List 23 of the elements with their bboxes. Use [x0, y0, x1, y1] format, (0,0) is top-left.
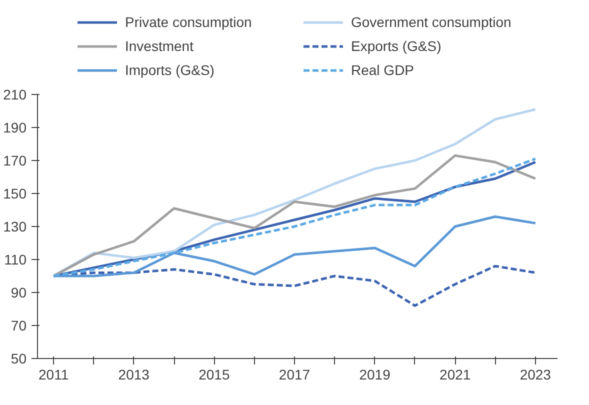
- y-tick-label: 190: [3, 120, 27, 136]
- y-tick-label: 150: [3, 186, 27, 202]
- line-series: [52, 215, 537, 278]
- legend-label: Private consumption: [125, 14, 253, 30]
- x-tick-label: 2013: [118, 366, 150, 382]
- legend-label: Real GDP: [351, 62, 416, 78]
- y-tick-label: 210: [3, 86, 27, 102]
- y-tick-label: 70: [10, 318, 27, 334]
- x-tick-label: 2015: [198, 366, 230, 382]
- x-tick-label: 2011: [38, 366, 69, 382]
- x-tick-label: 2019: [359, 366, 391, 382]
- legend-label: Imports (G&S): [125, 62, 216, 78]
- y-tick-label: 110: [4, 252, 27, 268]
- y-tick-label: 50: [10, 350, 27, 366]
- legend-label: Investment: [125, 38, 194, 54]
- y-tick-label: 90: [10, 284, 27, 300]
- y-tick-label: 170: [3, 152, 27, 168]
- x-tick-label: 2021: [440, 366, 471, 382]
- legend-label: Exports (G&S): [351, 38, 442, 54]
- x-tick-label: 2017: [278, 366, 310, 382]
- legend-label: Government consumption: [351, 14, 512, 30]
- x-tick-label: 2023: [520, 366, 552, 382]
- y-tick-label: 130: [3, 218, 27, 234]
